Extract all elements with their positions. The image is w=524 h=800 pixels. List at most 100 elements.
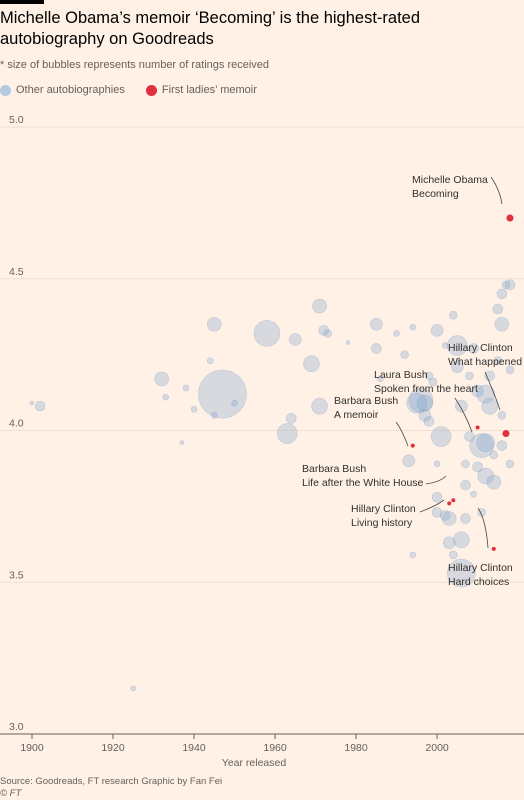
annotation-name: Barbara Bush <box>334 395 398 407</box>
bubble-other <box>431 491 443 503</box>
bubble-other <box>447 558 476 588</box>
bubble-other <box>198 369 247 419</box>
bubble-first-lady <box>447 501 452 506</box>
bubble-other <box>489 450 499 460</box>
bubble-chart: 5.0 4.5 4.0 3.5 3.0 1900 1920 1940 1960 1980 2000 Y… <box>0 114 524 769</box>
annotation-name: Michelle Obama <box>412 174 488 186</box>
annotation-book: Hard choices <box>448 576 509 588</box>
bubble-other <box>318 325 329 336</box>
bubble-first-lady <box>451 498 456 503</box>
bubble-other <box>441 511 457 526</box>
bubble-other <box>431 507 443 518</box>
annotation-name: Hillary Clinton <box>448 342 513 354</box>
ft-top-bar <box>0 0 44 4</box>
bubble-other <box>494 316 510 332</box>
x-tick-label: 1940 <box>182 742 206 754</box>
annotation-book: A memoir <box>334 409 379 421</box>
bubble-other <box>496 288 508 300</box>
bubble-other <box>285 413 297 424</box>
bubble-other <box>289 333 302 346</box>
annotation-leader <box>395 421 409 447</box>
annotation-label: Michelle Obama Becoming <box>412 174 488 200</box>
bubble-other <box>406 392 428 414</box>
bubble-other <box>409 551 417 559</box>
bubble-first-lady <box>502 430 510 438</box>
bubble-other <box>505 365 515 375</box>
bubble-other <box>402 454 416 468</box>
annotation-label: Barbara Bush Life after the White House <box>302 463 424 489</box>
bubble-other <box>428 377 438 387</box>
annotation-label: Barbara Bush A memoir <box>334 395 398 421</box>
bubble-other <box>416 394 434 412</box>
bubble-other <box>430 324 444 337</box>
bubble-other <box>190 405 198 413</box>
bubble-other <box>460 513 471 524</box>
annotation-leader <box>490 176 503 205</box>
legend-label-other: Other autobiographies <box>16 84 125 96</box>
x-tick-label: 1920 <box>101 742 125 754</box>
bubble-first-lady <box>475 425 480 430</box>
bubble-other <box>276 423 298 444</box>
bubble-other <box>460 479 471 491</box>
bubble-other <box>439 510 451 521</box>
bubble-other <box>303 355 320 373</box>
bubble-other <box>497 411 507 420</box>
annotation-label: Hillary Clinton Hard choices <box>448 562 513 588</box>
bubble-other <box>400 350 409 359</box>
annotation-name: Hillary Clinton <box>448 562 513 574</box>
bubble-other <box>447 335 468 356</box>
bubble-other <box>451 360 464 374</box>
chart-subtitle: * size of bubbles represents number of r… <box>0 59 270 71</box>
bubble-other <box>469 433 494 458</box>
y-tick-label: 3.5 <box>9 569 24 581</box>
bubble-other <box>418 409 432 422</box>
annotation-name: Barbara Bush <box>302 463 366 475</box>
annotation-book: Life after the White House <box>302 477 424 489</box>
bubble-other <box>162 393 169 401</box>
bubble-other <box>477 467 494 485</box>
bubble-other <box>231 399 238 407</box>
bubble-other <box>29 400 35 406</box>
bubble-other <box>409 324 417 331</box>
bubble-other <box>424 371 434 381</box>
bubble-other <box>370 317 383 331</box>
chart-legend: Other autobiographies First ladies’ memo… <box>0 84 275 99</box>
bubble-other <box>377 375 384 383</box>
bubble-other <box>206 357 214 364</box>
annotation-name: Laura Bush <box>374 369 428 381</box>
bubble-other <box>442 536 456 550</box>
bubble-other <box>486 474 502 490</box>
chart-title: Michelle Obama’s memoir ‘Becoming’ is th… <box>0 9 421 48</box>
annotation-leader <box>484 371 501 411</box>
copyright-note: © FT <box>0 788 22 799</box>
annotation-book: Spoken from the heart <box>374 383 478 395</box>
bubble-other <box>496 440 508 451</box>
annotation-leader <box>477 507 489 549</box>
annotation-book: Becoming <box>412 188 459 200</box>
source-note: Source: Goodreads, FT research Graphic b… <box>0 776 223 787</box>
bubble-other <box>484 370 496 382</box>
x-axis-label: Year released <box>222 757 287 769</box>
bubble-other <box>476 384 495 404</box>
chart-footer: Source: Goodreads, FT research Graphic b… <box>0 776 222 800</box>
annotation-leader <box>425 475 447 485</box>
bubble-first-lady <box>506 214 514 222</box>
bubble-other <box>471 384 484 398</box>
x-tick-label: 2000 <box>425 742 449 754</box>
bubble-other <box>470 490 477 498</box>
legend-label-first-ladies: First ladies’ memoir <box>161 84 257 96</box>
bubble-other <box>393 330 400 337</box>
bubble-other <box>34 400 46 412</box>
y-tick-label: 5.0 <box>9 114 24 126</box>
legend-swatch-first-ladies <box>145 84 157 96</box>
y-tick-label: 4.0 <box>9 418 24 430</box>
bubble-other <box>182 384 190 392</box>
x-tick-label: 1980 <box>344 742 368 754</box>
annotation-leader <box>419 499 445 513</box>
bubble-other <box>371 343 382 354</box>
bubble-other <box>461 459 470 469</box>
annotation-label: Hillary Clinton What happened <box>448 342 522 368</box>
annotation-label: Hillary Clinton Living history <box>351 503 416 529</box>
bubble-other <box>505 459 515 469</box>
annotation-label: Laura Bush Spoken from the heart <box>374 369 478 395</box>
